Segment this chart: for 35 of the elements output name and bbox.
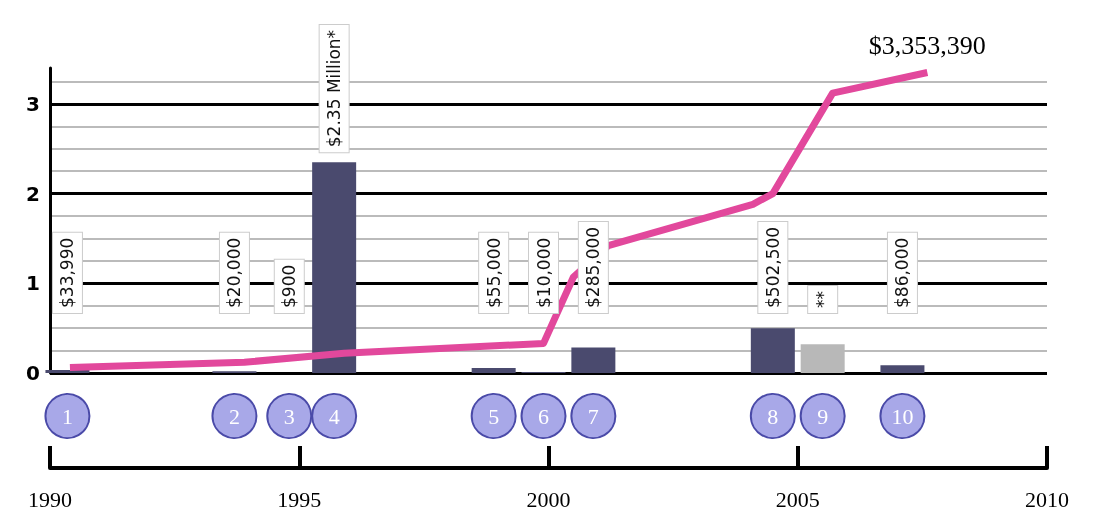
text: 1 (61, 403, 73, 429)
annotation: ** (812, 291, 833, 308)
x-tick-label: 1990 (28, 486, 72, 512)
x-tick-label: 2005 (775, 486, 820, 512)
annotation: $33,990 (57, 237, 78, 308)
text: 10 (891, 403, 914, 429)
text: 8 (767, 403, 779, 429)
annotation: $285,000 (583, 226, 604, 308)
annotation: $20,000 (224, 237, 245, 308)
text: 3 (283, 403, 295, 429)
annotation: $10,000 (533, 237, 554, 308)
x-tick-label: 2010 (1025, 486, 1069, 512)
annotation: $502,500 (762, 226, 783, 308)
text: 9 (817, 403, 829, 429)
x-tick-label: 2000 (526, 486, 571, 512)
y-tick-label: 2 (26, 181, 40, 206)
y-tick-label: 0 (26, 361, 40, 385)
bar (471, 368, 516, 373)
text: 6 (538, 403, 550, 429)
y-tick-label: 3 (26, 91, 40, 116)
annotation: $3,353,390 (868, 30, 986, 60)
text: 7 (587, 403, 599, 429)
annotation: $86,000 (892, 237, 913, 308)
annotation: $900 (279, 264, 300, 308)
y-tick-label: 1 (26, 271, 40, 296)
bar (880, 365, 925, 373)
annotation: $55,000 (483, 237, 504, 308)
bar (312, 162, 357, 373)
text: 5 (488, 403, 500, 429)
annotation: $2.35 Million* (324, 29, 345, 148)
text: 2 (228, 403, 240, 429)
bar (571, 347, 616, 373)
bar (750, 328, 795, 373)
text: 4 (328, 403, 340, 429)
x-tick-label: 1995 (277, 486, 322, 512)
